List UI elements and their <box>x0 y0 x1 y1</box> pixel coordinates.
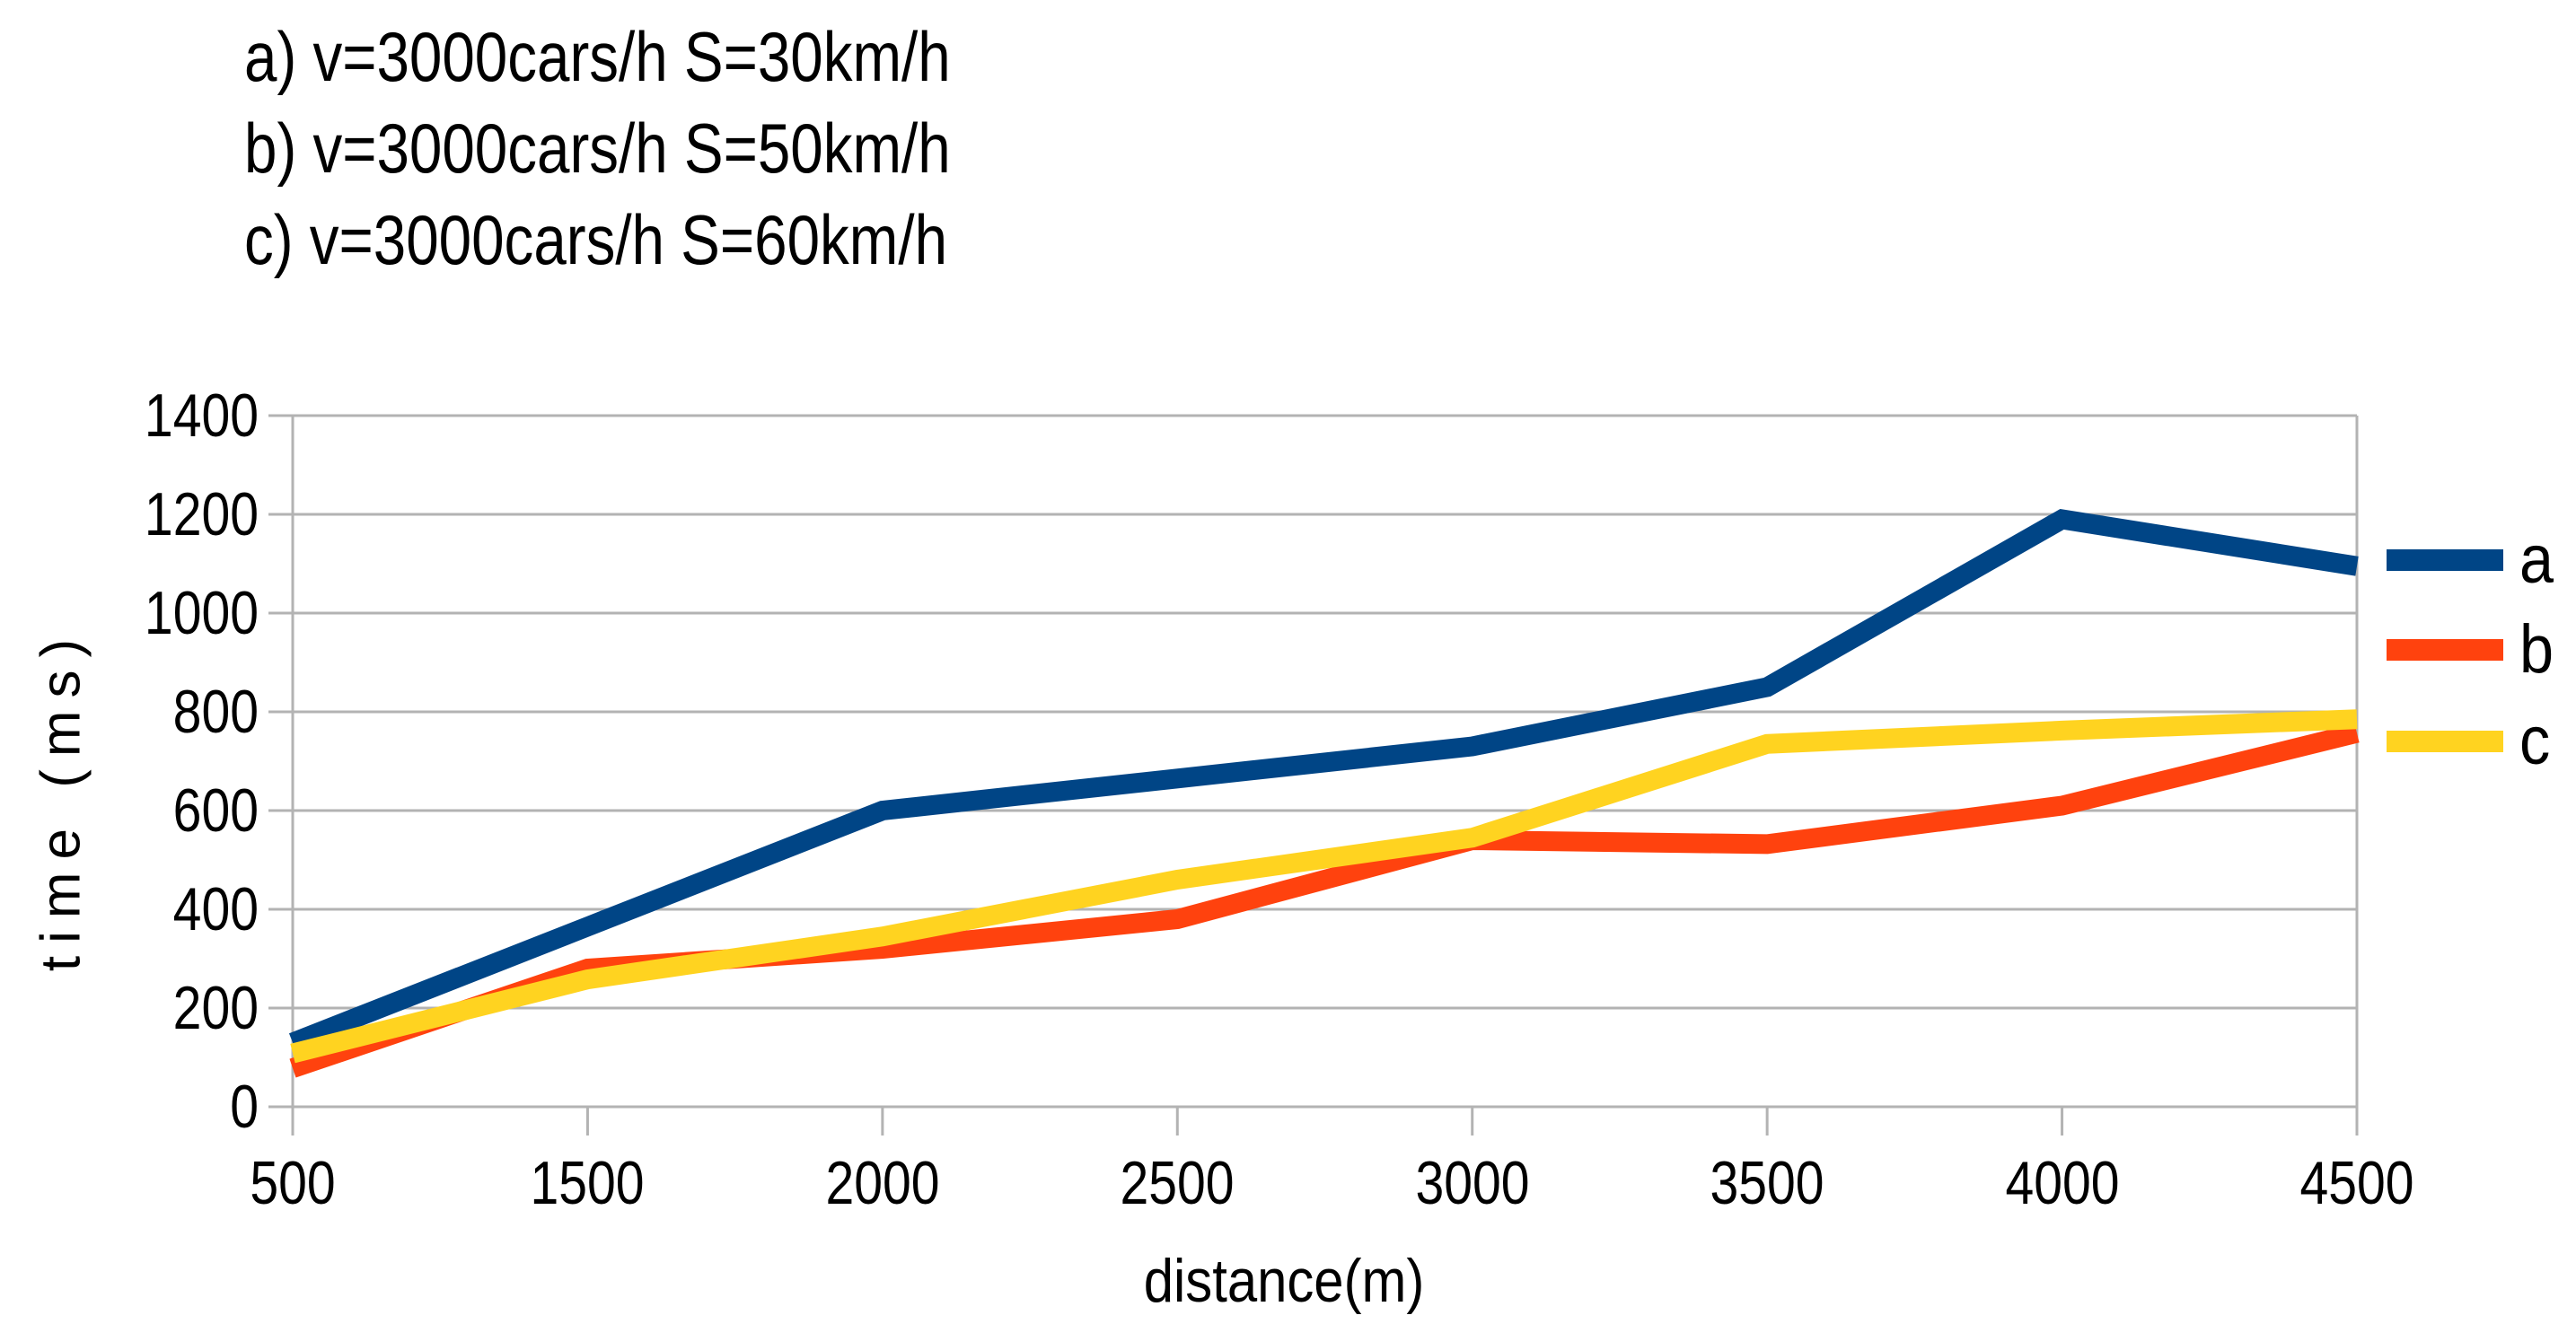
series-line-a <box>288 509 2359 1052</box>
title-line-c: c) v=3000cars/h S=60km/h <box>244 200 948 279</box>
legend-swatch-a <box>2387 549 2503 571</box>
y-tick-label-1400: 1400 <box>144 381 259 450</box>
title-line-a: a) v=3000cars/h S=30km/h <box>244 17 951 96</box>
y-tick-label-1200: 1200 <box>144 480 259 548</box>
x-tick-label-3000: 3000 <box>1415 1149 1530 1217</box>
x-tick-label-2500: 2500 <box>1120 1149 1235 1217</box>
y-axis-title: time (ms) <box>30 626 92 972</box>
x-tick-label-2000: 2000 <box>825 1149 940 1217</box>
y-tick-label-600: 600 <box>172 776 259 845</box>
legend-label-b: b <box>2519 611 2554 688</box>
y-tick-label-400: 400 <box>172 875 259 943</box>
y-tick-label-1000: 1000 <box>144 579 259 647</box>
title-line-b: b) v=3000cars/h S=50km/h <box>244 109 951 188</box>
legend-label-c: c <box>2519 703 2551 779</box>
x-tick-label-4000: 4000 <box>2005 1149 2120 1217</box>
y-tick-label-800: 800 <box>172 678 259 746</box>
x-tick-label-500: 500 <box>250 1149 336 1217</box>
legend-label-a: a <box>2519 522 2554 598</box>
chart-title-block: a) v=3000cars/h S=30km/h b) v=3000cars/h… <box>244 11 1086 285</box>
legend-swatch-c <box>2387 731 2503 752</box>
legend-swatch-b <box>2387 639 2503 661</box>
y-tick-label-0: 0 <box>230 1073 259 1141</box>
x-tick-label-1500: 1500 <box>530 1149 645 1217</box>
x-tick-label-4500: 4500 <box>2299 1149 2414 1217</box>
series-line-b <box>289 723 2360 1078</box>
x-axis-title: distance(m) <box>1143 1247 1425 1315</box>
x-tick-label-3500: 3500 <box>1710 1149 1824 1217</box>
y-tick-label-200: 200 <box>172 974 259 1042</box>
series-line-c <box>290 709 2358 1064</box>
